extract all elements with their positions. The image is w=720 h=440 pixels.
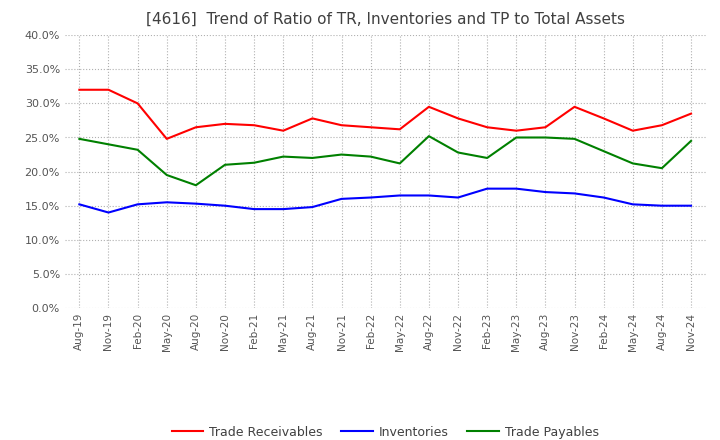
Trade Receivables [570, 104, 579, 110]
Trade Payables [279, 154, 287, 159]
Trade Receivables [599, 116, 608, 121]
Trade Payables [599, 148, 608, 154]
Trade Payables [163, 172, 171, 178]
Trade Payables [425, 133, 433, 139]
Trade Payables [220, 162, 229, 167]
Inventories [192, 201, 200, 206]
Trade Payables [308, 155, 317, 161]
Inventories [483, 186, 492, 191]
Line: Trade Receivables: Trade Receivables [79, 90, 691, 139]
Trade Payables [454, 150, 462, 155]
Legend: Trade Receivables, Inventories, Trade Payables: Trade Receivables, Inventories, Trade Pa… [166, 421, 604, 440]
Trade Receivables [75, 87, 84, 92]
Trade Receivables [454, 116, 462, 121]
Inventories [629, 202, 637, 207]
Trade Payables [192, 183, 200, 188]
Trade Receivables [687, 111, 696, 116]
Inventories [512, 186, 521, 191]
Trade Receivables [279, 128, 287, 133]
Inventories [308, 205, 317, 210]
Trade Receivables [220, 121, 229, 126]
Line: Trade Payables: Trade Payables [79, 136, 691, 185]
Inventories [366, 195, 375, 200]
Trade Receivables [512, 128, 521, 133]
Trade Payables [570, 136, 579, 142]
Trade Payables [657, 165, 666, 171]
Trade Payables [629, 161, 637, 166]
Inventories [454, 195, 462, 200]
Inventories [599, 195, 608, 200]
Inventories [337, 196, 346, 202]
Trade Receivables [395, 127, 404, 132]
Inventories [541, 189, 550, 194]
Inventories [395, 193, 404, 198]
Inventories [570, 191, 579, 196]
Inventories [75, 202, 84, 207]
Trade Receivables [133, 101, 142, 106]
Trade Receivables [308, 116, 317, 121]
Inventories [104, 210, 113, 215]
Trade Receivables [366, 125, 375, 130]
Trade Payables [250, 160, 258, 165]
Inventories [657, 203, 666, 209]
Inventories [279, 206, 287, 212]
Trade Payables [512, 135, 521, 140]
Trade Receivables [250, 123, 258, 128]
Trade Receivables [192, 125, 200, 130]
Trade Payables [483, 155, 492, 161]
Trade Receivables [657, 123, 666, 128]
Inventories [687, 203, 696, 209]
Trade Receivables [104, 87, 113, 92]
Title: [4616]  Trend of Ratio of TR, Inventories and TP to Total Assets: [4616] Trend of Ratio of TR, Inventories… [145, 12, 625, 27]
Trade Payables [337, 152, 346, 157]
Trade Payables [541, 135, 550, 140]
Inventories [133, 202, 142, 207]
Trade Receivables [425, 104, 433, 110]
Trade Receivables [163, 136, 171, 142]
Trade Receivables [337, 123, 346, 128]
Trade Payables [395, 161, 404, 166]
Inventories [425, 193, 433, 198]
Trade Payables [687, 138, 696, 143]
Inventories [250, 206, 258, 212]
Inventories [220, 203, 229, 209]
Inventories [163, 200, 171, 205]
Trade Receivables [629, 128, 637, 133]
Trade Payables [366, 154, 375, 159]
Line: Inventories: Inventories [79, 189, 691, 213]
Trade Payables [75, 136, 84, 142]
Trade Payables [133, 147, 142, 152]
Trade Receivables [483, 125, 492, 130]
Trade Receivables [541, 125, 550, 130]
Trade Payables [104, 142, 113, 147]
